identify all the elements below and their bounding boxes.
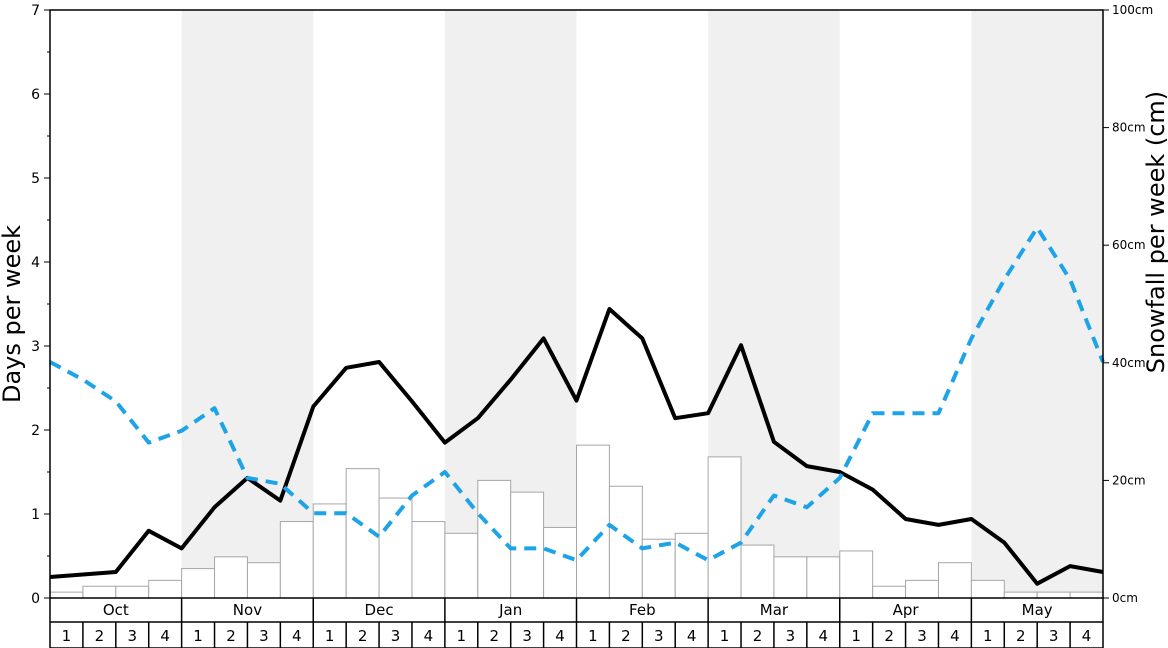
week-label: 2 — [489, 627, 499, 645]
snowfall-bar — [82, 585, 117, 599]
snowfall-bar — [608, 485, 643, 599]
week-label: 1 — [720, 627, 730, 645]
snowfall-bar — [872, 585, 907, 599]
solid-series-line — [49, 307, 1104, 586]
y-tick-label: 6 — [31, 87, 40, 103]
snowfall-bar — [1036, 591, 1071, 599]
week-label: 4 — [1082, 627, 1092, 645]
y-tick-label: 1 — [31, 507, 40, 523]
snowfall-bar — [740, 544, 775, 599]
week-label: 2 — [621, 627, 631, 645]
y-axis-label-right: Snowfall per week (cm) — [1142, 91, 1168, 373]
snowfall-bar — [576, 444, 610, 599]
y-tick-label: 7 — [31, 3, 40, 19]
snowfall-bar — [411, 521, 446, 599]
week-label: 3 — [391, 627, 401, 645]
week-label: 4 — [160, 627, 170, 645]
snowfall-bar — [806, 556, 841, 599]
week-label: 3 — [917, 627, 927, 645]
snowfall-bars — [49, 444, 1104, 599]
snowfall-bar — [543, 526, 577, 599]
snowfall-bar — [477, 479, 512, 599]
month-shade-nov — [181, 10, 314, 598]
snowfall-bar — [839, 550, 874, 599]
snowfall-bar — [148, 579, 183, 599]
y2-tick-label: 60cm — [1112, 238, 1146, 252]
snowfall-bar — [214, 556, 248, 599]
month-label: May — [1022, 601, 1053, 619]
right-axis: 0cm 20cm 40cm 60cm 80cm 100cm — [1103, 3, 1153, 605]
snowfall-bar — [246, 562, 281, 599]
month-label: Dec — [365, 601, 394, 619]
week-label: 2 — [358, 627, 368, 645]
snowfall-bar — [444, 532, 479, 599]
month-label: Feb — [629, 601, 656, 619]
y-tick-label: 5 — [31, 171, 40, 187]
month-shading — [181, 10, 1103, 598]
week-label: 4 — [687, 627, 697, 645]
snowfall-bar — [937, 562, 972, 599]
week-label: 3 — [654, 627, 664, 645]
week-label: 4 — [555, 627, 565, 645]
y-tick-label: 2 — [31, 423, 40, 439]
week-label: 4 — [819, 627, 829, 645]
y2-tick-label: 100cm — [1112, 3, 1153, 17]
x-axis: Oct Nov Dec Jan Feb Mar Apr May 1 2 3 4 1 2 3 4 1 2 3 4 1 2 3 4… — [49, 598, 1104, 648]
y-tick-label: 4 — [31, 255, 40, 271]
snowfall-bar — [279, 521, 314, 599]
snowfall-bar — [970, 579, 1005, 599]
snowfall-bar — [1003, 591, 1038, 599]
week-label: 1 — [62, 627, 72, 645]
snowfall-bar — [49, 591, 84, 599]
y2-tick-label: 80cm — [1112, 121, 1146, 135]
snowfall-bar — [773, 556, 808, 599]
y2-tick-label: 40cm — [1112, 356, 1146, 370]
snowfall-bar — [181, 568, 216, 599]
week-label: 1 — [325, 627, 335, 645]
y-tick-label: 0 — [31, 591, 40, 607]
week-label: 3 — [522, 627, 532, 645]
snowfall-bar — [1069, 591, 1104, 599]
week-label: 3 — [786, 627, 796, 645]
week-label: 1 — [588, 627, 598, 645]
month-label: Jan — [498, 601, 522, 619]
week-label: 2 — [1016, 627, 1026, 645]
week-label: 2 — [95, 627, 105, 645]
week-label: 4 — [950, 627, 960, 645]
y-axis-label-left: Days per week — [0, 225, 26, 403]
week-label: 1 — [457, 627, 467, 645]
y2-tick-label: 20cm — [1112, 473, 1146, 487]
month-label: Apr — [893, 601, 920, 619]
week-label: 2 — [884, 627, 894, 645]
snowfall-bar — [115, 585, 150, 599]
snowfall-bar — [510, 491, 545, 599]
week-label: 4 — [292, 627, 302, 645]
week-label: 3 — [127, 627, 137, 645]
week-label: 1 — [983, 627, 993, 645]
dashed-series-line — [49, 225, 1105, 563]
series-lines — [49, 225, 1105, 586]
week-label: 2 — [753, 627, 763, 645]
week-label: 1 — [193, 627, 203, 645]
y-tick-label: 3 — [31, 339, 40, 355]
week-label: 4 — [424, 627, 434, 645]
snowfall-bar — [905, 579, 939, 599]
snowfall-bar — [312, 503, 347, 599]
week-label: 2 — [226, 627, 236, 645]
left-axis: 0 1 2 3 4 5 6 7 — [31, 3, 50, 607]
week-label: 3 — [1049, 627, 1059, 645]
y2-tick-label: 0cm — [1112, 591, 1138, 605]
week-label: 3 — [259, 627, 269, 645]
week-label: 1 — [851, 627, 861, 645]
month-label: Nov — [233, 601, 262, 619]
month-label: Oct — [103, 601, 129, 619]
snowfall-bar — [707, 456, 742, 599]
month-label: Mar — [760, 601, 789, 619]
